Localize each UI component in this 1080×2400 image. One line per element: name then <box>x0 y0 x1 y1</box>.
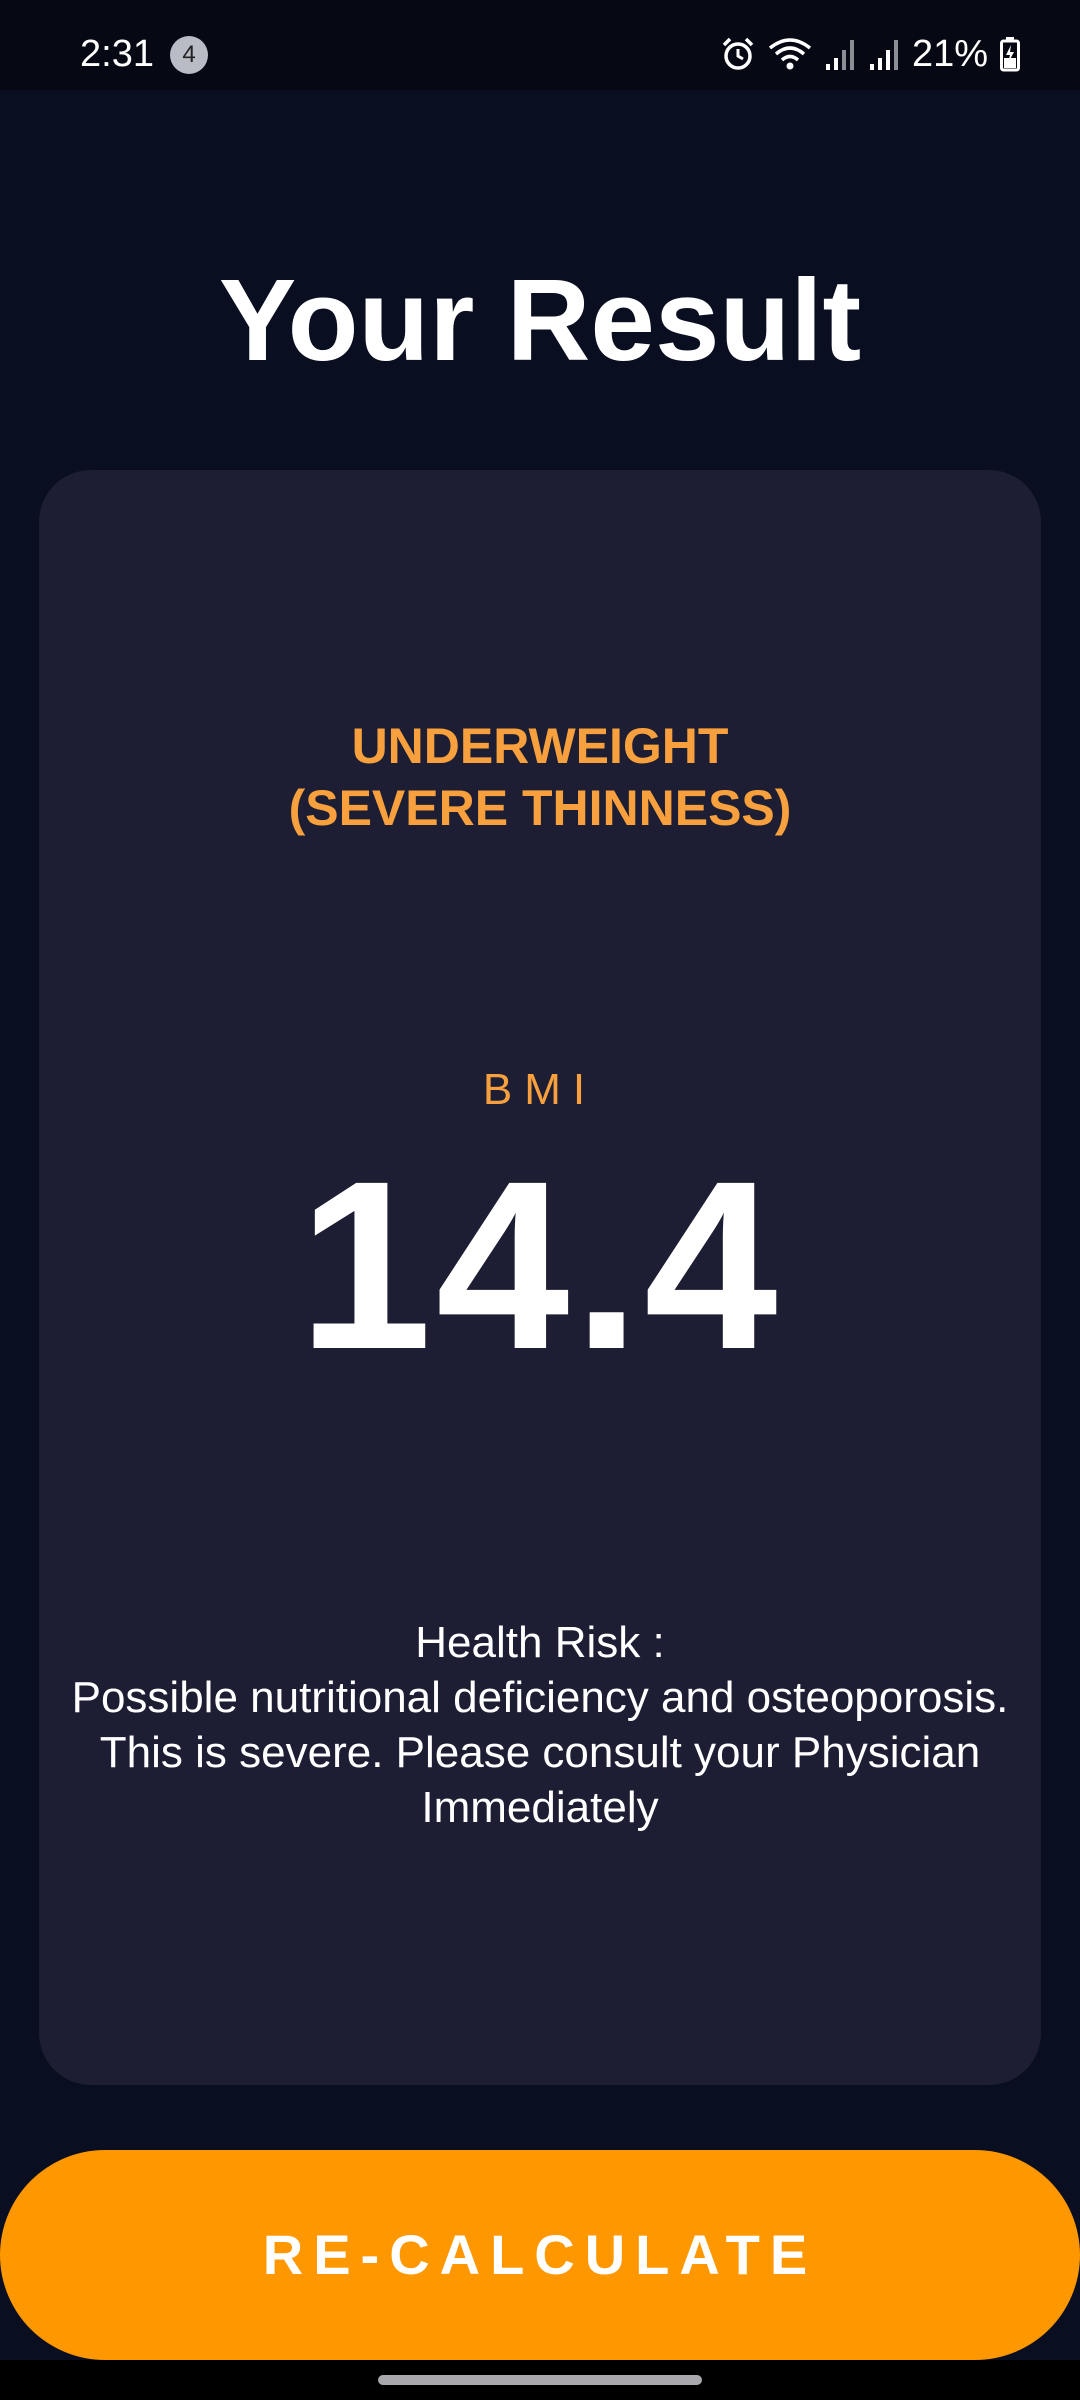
bmi-value: 14.4 <box>298 1131 782 1399</box>
health-risk: Health Risk : Possible nutritional defic… <box>69 1615 1011 1835</box>
result-category: UNDERWEIGHT (SEVERE THINNESS) <box>39 715 1041 839</box>
result-card: UNDERWEIGHT (SEVERE THINNESS) BMI 14.4 H… <box>39 470 1041 2085</box>
bmi-label: BMI <box>482 1065 598 1114</box>
home-indicator[interactable] <box>378 2375 702 2385</box>
result-category-line1: UNDERWEIGHT <box>351 718 729 774</box>
status-time: 2:31 <box>80 33 154 75</box>
health-risk-text: Possible nutritional deficiency and oste… <box>71 1673 1009 1832</box>
alarm-icon <box>720 36 756 72</box>
health-risk-label: Health Risk : <box>415 1618 665 1667</box>
status-bar: 2:31 4 <box>0 0 1080 90</box>
page-title: Your Result <box>218 255 862 385</box>
signal-icon <box>824 36 856 72</box>
recalculate-button[interactable]: RE-CALCULATE <box>0 2150 1080 2360</box>
status-icons: 21% <box>720 28 1020 80</box>
battery-percent: 21% <box>911 33 988 75</box>
battery-charging-icon <box>1000 36 1020 72</box>
wifi-icon <box>768 36 812 72</box>
navigation-bar <box>0 2360 1080 2400</box>
result-category-line2: (SEVERE THINNESS) <box>288 780 792 836</box>
notification-count-badge: 4 <box>170 36 208 74</box>
signal-icon <box>868 36 900 72</box>
